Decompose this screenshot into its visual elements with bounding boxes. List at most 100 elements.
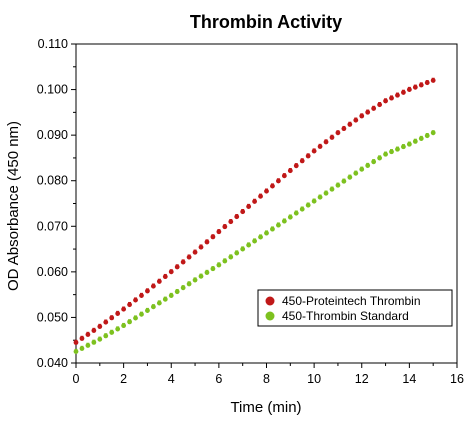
chart-title: Thrombin Activity <box>190 12 342 32</box>
data-point <box>329 186 335 192</box>
data-point <box>198 273 204 279</box>
x-tick-label: 14 <box>402 372 416 386</box>
data-point <box>341 126 347 132</box>
data-point <box>162 296 168 302</box>
x-tick-label: 8 <box>263 372 270 386</box>
data-point <box>228 219 234 225</box>
x-tick-label: 0 <box>73 372 80 386</box>
data-point <box>406 141 412 147</box>
data-point <box>109 315 115 321</box>
legend-label-proteintech: 450-Proteintech Thrombin <box>282 294 421 308</box>
data-point <box>174 289 180 295</box>
data-point <box>305 153 311 159</box>
data-point <box>186 254 192 260</box>
data-point <box>371 106 377 111</box>
x-axis-label: Time (min) <box>230 399 301 416</box>
data-point <box>115 311 121 316</box>
y-tick-label: 0.110 <box>38 37 68 51</box>
data-point <box>198 244 204 250</box>
data-point <box>281 173 287 179</box>
x-tick-label: 12 <box>355 372 369 386</box>
data-point <box>430 78 436 83</box>
data-point <box>371 159 377 165</box>
data-point <box>162 274 168 280</box>
data-point <box>311 198 317 204</box>
x-tick-label: 2 <box>120 372 127 386</box>
y-tick-label: 0.100 <box>37 83 68 97</box>
data-point <box>383 98 388 104</box>
y-tick-label: 0.050 <box>37 310 68 324</box>
data-point <box>222 258 228 264</box>
data-point <box>276 178 281 184</box>
data-point <box>299 206 305 212</box>
data-point <box>97 336 103 342</box>
series-proteintech <box>73 77 436 345</box>
data-point <box>222 224 228 230</box>
data-point <box>168 269 174 275</box>
data-point <box>79 336 85 341</box>
data-point <box>353 170 359 176</box>
data-point <box>383 151 388 157</box>
data-point <box>186 281 192 287</box>
data-point <box>311 148 317 154</box>
data-point <box>91 328 97 333</box>
data-point <box>359 113 365 119</box>
data-point <box>180 285 186 291</box>
data-point <box>234 250 240 256</box>
data-point <box>293 163 299 169</box>
data-point <box>192 249 198 255</box>
data-point <box>103 333 109 339</box>
data-point <box>168 293 174 298</box>
data-point <box>145 288 150 294</box>
data-point <box>246 242 252 248</box>
data-point <box>270 183 275 189</box>
y-tick-label: 0.060 <box>37 265 68 279</box>
data-point <box>133 315 138 321</box>
data-point <box>424 133 430 139</box>
data-point <box>145 308 150 313</box>
y-tick-label: 0.080 <box>37 174 68 188</box>
data-point <box>127 302 132 308</box>
data-point <box>287 214 293 220</box>
data-point <box>377 102 383 108</box>
data-point <box>365 163 371 168</box>
x-tick-label: 10 <box>307 372 321 386</box>
data-point <box>418 82 424 88</box>
data-point <box>335 130 341 136</box>
data-point <box>389 149 394 155</box>
data-point <box>121 323 127 329</box>
legend: 450-Proteintech Thrombin 450-Thrombin St… <box>257 289 453 327</box>
data-point <box>317 194 323 200</box>
x-tick-label: 16 <box>450 372 464 386</box>
data-point <box>127 319 132 325</box>
data-point <box>246 204 252 209</box>
data-point <box>412 139 418 144</box>
data-point <box>276 222 281 228</box>
data-point <box>204 270 210 275</box>
data-point <box>210 266 216 272</box>
data-point <box>287 168 293 174</box>
data-point <box>234 214 240 220</box>
data-point <box>180 259 186 265</box>
data-point <box>323 190 329 196</box>
data-point <box>150 304 156 310</box>
data-point <box>424 80 430 86</box>
data-point <box>133 297 138 303</box>
series-standard <box>73 130 436 355</box>
data-point <box>281 218 287 224</box>
data-point <box>401 90 406 95</box>
data-point <box>347 122 353 127</box>
data-point <box>395 146 400 152</box>
data-point <box>73 349 79 355</box>
data-point <box>323 139 329 145</box>
data-point <box>121 306 127 312</box>
data-point <box>353 117 359 123</box>
data-point <box>150 283 156 289</box>
data-point <box>109 330 115 335</box>
data-point <box>258 193 263 199</box>
data-point <box>270 226 275 232</box>
data-series <box>73 77 436 355</box>
legend-label-standard: 450-Thrombin Standard <box>282 309 409 323</box>
data-point <box>389 95 394 101</box>
data-point <box>293 210 299 216</box>
